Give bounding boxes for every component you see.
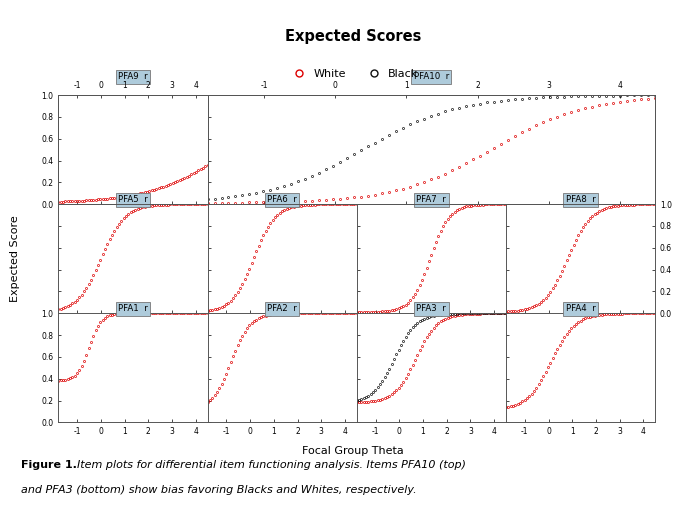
Title: PFA1  r: PFA1 r [118, 304, 147, 313]
Title: PFA10  r: PFA10 r [414, 72, 449, 81]
Title: PFA6  r: PFA6 r [268, 195, 297, 204]
Text: Focal Group Theta: Focal Group Theta [303, 447, 404, 456]
Legend: White, Black: White, Black [283, 65, 423, 83]
Text: Figure 1.: Figure 1. [21, 460, 76, 470]
Title: PFA4  r: PFA4 r [566, 304, 595, 313]
Title: PFA2  r: PFA2 r [268, 304, 297, 313]
Title: PFA7  r: PFA7 r [416, 195, 446, 204]
Title: PFA8  r: PFA8 r [566, 195, 595, 204]
Text: Item plots for differential item functioning analysis. Items PFA10 (top): Item plots for differential item functio… [70, 460, 466, 470]
Text: and PFA3 (bottom) show bias favoring Blacks and Whites, respectively.: and PFA3 (bottom) show bias favoring Bla… [21, 485, 416, 495]
Title: PFA3  r: PFA3 r [416, 304, 446, 313]
Title: PFA5  r: PFA5 r [118, 195, 147, 204]
Text: Expected Scores: Expected Scores [285, 30, 421, 44]
Title: PFA9  r: PFA9 r [118, 72, 147, 81]
Text: Expected Score: Expected Score [10, 215, 20, 302]
